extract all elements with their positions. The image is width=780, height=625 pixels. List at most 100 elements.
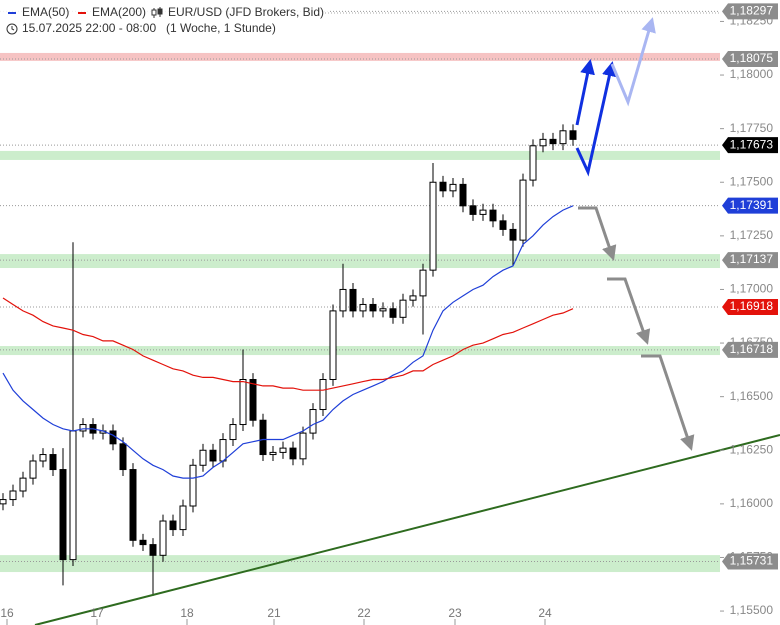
candle-body [299, 432, 307, 460]
x-tick-label: 22 [357, 606, 371, 620]
y-tick-label: 1,15500 [730, 603, 774, 617]
chart-subtitle: 15.07.2025 22:00 - 08:00 [22, 21, 156, 35]
arrow [575, 59, 595, 126]
candle-body [509, 228, 517, 241]
candle-body [309, 409, 317, 434]
candle-body [399, 299, 407, 318]
candle-body [469, 205, 477, 215]
candle-body [259, 419, 267, 456]
arrow [575, 61, 617, 177]
x-tick-label: 23 [448, 606, 462, 620]
candle-body [449, 183, 457, 192]
level-box [722, 299, 778, 316]
candle-body [349, 288, 357, 312]
x-tick-label: 18 [180, 606, 194, 620]
candle-body [69, 430, 77, 561]
plot [0, 124, 577, 597]
candle-body [189, 464, 197, 507]
candle-body [129, 469, 137, 541]
candle-body [409, 295, 417, 301]
candle-body [439, 181, 447, 192]
level-box [722, 137, 778, 154]
trend-line [34, 434, 780, 625]
level-box [722, 50, 778, 67]
level-label: 1,16918 [730, 299, 774, 313]
candle-body [229, 424, 237, 441]
candle-body [549, 138, 557, 145]
y-tick-label: 1,17000 [730, 282, 774, 296]
y-tick-label: 1,16500 [730, 389, 774, 403]
candle-body [279, 447, 287, 453]
x-tick-label: 17 [90, 606, 104, 620]
candle-body [199, 449, 207, 466]
candle-body [339, 288, 347, 312]
candle-body [289, 447, 297, 460]
candle-body [119, 443, 127, 471]
ema-line [2, 205, 574, 479]
x-tick-label: 21 [267, 606, 281, 620]
candle-body [529, 145, 537, 181]
candle-body [79, 424, 87, 432]
candle-body [59, 469, 67, 561]
zone [0, 555, 720, 573]
level-label: 1,17391 [730, 198, 774, 212]
scenario-arrows [575, 17, 695, 451]
y-tick-label: 1,17500 [730, 174, 774, 188]
candle-body [0, 499, 7, 505]
candle-body [369, 303, 377, 312]
candle-body [379, 308, 387, 312]
price-axis: 1,155001,157501,160001,162501,165001,167… [0, 3, 778, 625]
candle-icon [151, 7, 163, 18]
candle-body [139, 539, 147, 546]
y-tick-label: 1,16250 [730, 442, 774, 456]
candle-body [109, 430, 117, 445]
arrow [610, 17, 656, 107]
candle-body [239, 379, 247, 426]
candle-body [499, 220, 507, 230]
candle-body [269, 451, 277, 456]
candle-body [459, 183, 467, 207]
candle-body [419, 269, 427, 297]
candle-body [519, 179, 527, 241]
candle-body [389, 308, 397, 318]
level-label: 1,18297 [730, 4, 774, 18]
candle-body [569, 130, 577, 140]
level-label: 1,15731 [730, 554, 774, 568]
arrow [607, 277, 651, 345]
arrow [578, 206, 617, 261]
level-label: 1,18075 [730, 51, 774, 65]
x-tick-label: 16 [0, 606, 14, 620]
level-box [722, 553, 778, 570]
chart-title: EUR/USD (JFD Brokers, Bid) [168, 5, 324, 19]
candle-body [209, 449, 217, 462]
candle-body [479, 209, 487, 215]
level-box [722, 3, 778, 20]
candle-body [169, 520, 177, 531]
level-box [722, 252, 778, 269]
candle-body [19, 477, 27, 492]
legend-label: EMA(200) [92, 5, 146, 19]
candle-body [179, 505, 187, 531]
legend: EMA(50) EMA(200) EUR/USD (JFD Brokers, B… [0, 0, 720, 38]
candle-body [329, 310, 337, 381]
candle-body [49, 454, 57, 471]
zone [0, 346, 720, 356]
x-tick-label: 24 [538, 606, 552, 620]
level-label: 1,17137 [730, 252, 774, 266]
y-tick-label: 1,17250 [730, 228, 774, 242]
level-label: 1,17673 [730, 137, 774, 151]
candle-body [249, 379, 257, 421]
y-tick-label: 1,17750 [730, 121, 774, 135]
clock-icon [6, 23, 18, 35]
chart-period: (1 Woche, 1 Stunde) [166, 21, 276, 35]
grid [0, 10, 720, 563]
level-box [722, 197, 778, 214]
candle-body [29, 460, 37, 479]
candle-body [559, 130, 567, 145]
zone [0, 254, 720, 269]
level-label: 1,16718 [730, 342, 774, 356]
candle-body [359, 303, 367, 312]
candle-body [39, 454, 47, 462]
candle-body [319, 379, 327, 411]
y-tick-label: 1,16000 [730, 496, 774, 510]
